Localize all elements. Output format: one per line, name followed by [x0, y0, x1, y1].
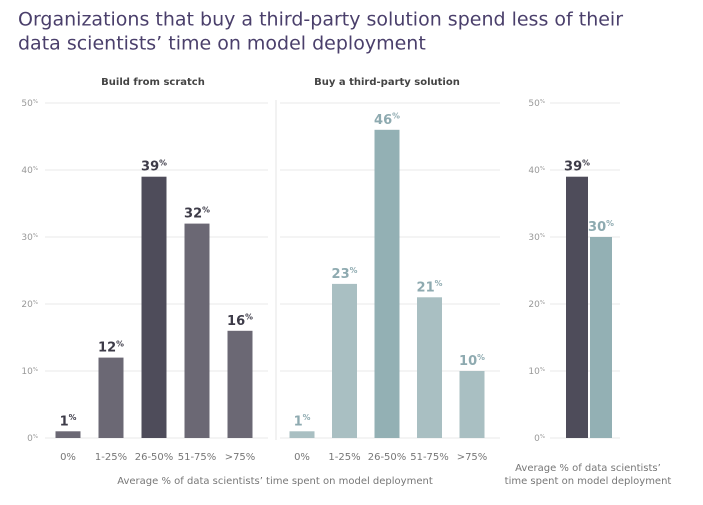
bar	[98, 357, 124, 438]
bar	[459, 371, 485, 438]
y-tick-label: 20%	[528, 299, 545, 309]
x-tick-label: 26-50%	[368, 452, 407, 463]
chart-title: Organizations that buy a third-party sol…	[18, 9, 623, 31]
x-tick-label: >75%	[225, 452, 256, 463]
bar	[141, 176, 167, 438]
y-tick-label: 10%	[528, 366, 545, 376]
x-tick-label: 26-50%	[135, 452, 174, 463]
value-label: 10%	[459, 353, 485, 369]
bar	[417, 297, 442, 438]
bar	[332, 283, 357, 438]
y-tick-label: 50%	[21, 98, 38, 108]
bar	[566, 176, 588, 438]
y-tick-label: 30%	[21, 232, 38, 242]
y-tick-label: 50%	[528, 98, 545, 108]
value-label: 30%	[588, 219, 614, 235]
y-tick-label: 0%	[534, 433, 545, 443]
bar	[227, 330, 253, 438]
subtitle: Build from scratch	[101, 77, 205, 88]
value-label: 16%	[227, 313, 253, 329]
value-label: 32%	[184, 205, 210, 221]
y-tick-label: 40%	[21, 165, 38, 175]
value-label: 46%	[374, 112, 400, 128]
y-tick-label: 0%	[27, 433, 38, 443]
x-tick-label: >75%	[457, 452, 488, 463]
value-label: 1%	[60, 413, 77, 429]
bar	[374, 129, 400, 439]
bar	[184, 223, 210, 438]
x-tick-label: 1-25%	[95, 452, 127, 463]
chart-title: data scientists’ time on model deploymen…	[18, 33, 426, 55]
value-label: 23%	[332, 266, 358, 282]
value-label: 21%	[417, 279, 443, 295]
bar	[289, 431, 315, 438]
value-label: 39%	[141, 159, 167, 175]
x-tick-label: 1-25%	[328, 452, 360, 463]
x-tick-label: 51-75%	[178, 452, 217, 463]
value-label: 12%	[98, 339, 124, 355]
bar	[590, 237, 612, 438]
y-tick-label: 10%	[21, 366, 38, 376]
value-label: 1%	[294, 413, 311, 429]
bar	[55, 431, 81, 438]
value-label: 39%	[564, 159, 590, 175]
x-tick-label: 51-75%	[410, 452, 449, 463]
x-tick-label: 0%	[294, 452, 310, 463]
x-tick-label: 0%	[60, 452, 76, 463]
subtitle: Buy a third-party solution	[314, 77, 460, 88]
y-tick-label: 30%	[528, 232, 545, 242]
x-axis-label: Average % of data scientists’	[515, 463, 661, 474]
y-tick-label: 40%	[528, 165, 545, 175]
x-axis-label: Average % of data scientists’ time spent…	[117, 476, 433, 487]
x-axis-label: time spent on model deployment	[505, 476, 672, 487]
y-tick-label: 20%	[21, 299, 38, 309]
